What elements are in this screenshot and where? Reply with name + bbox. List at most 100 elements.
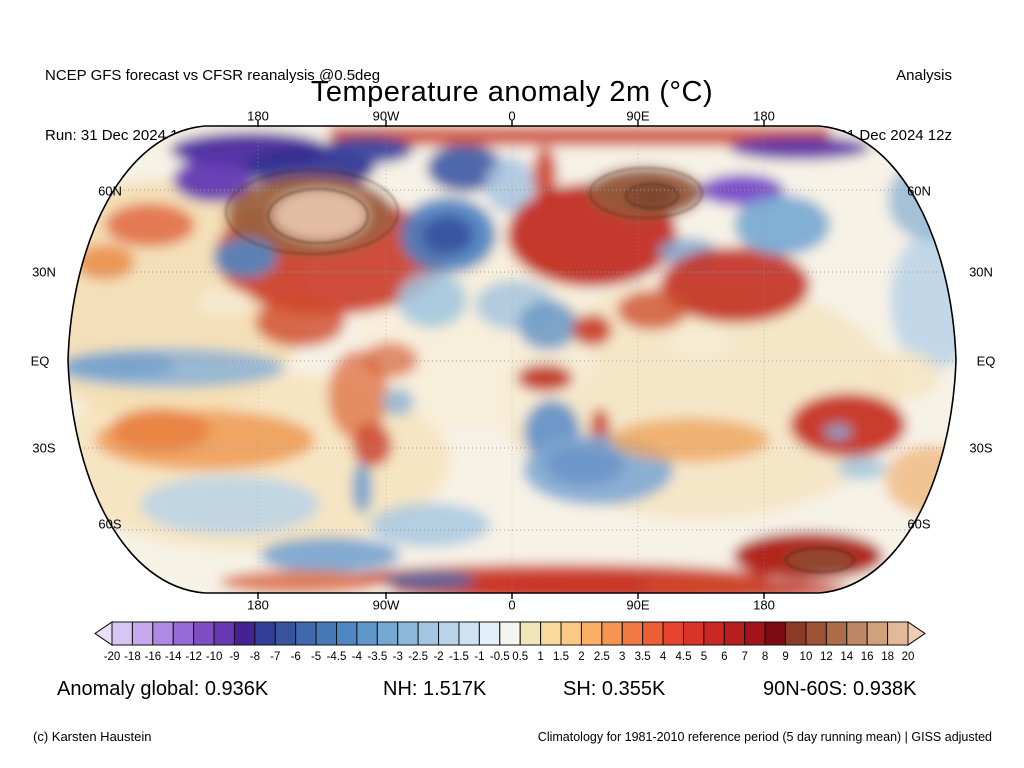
stat-global-anomaly: Anomaly global: 0.936K xyxy=(57,678,269,700)
colorbar-cell xyxy=(417,621,440,646)
colorbar-cell xyxy=(438,621,460,646)
colorbar-cell xyxy=(397,621,419,646)
stat-90n-60s-anomaly: 90N-60S: 0.938K xyxy=(763,678,917,700)
colorbar-tick-label: -4.5 xyxy=(327,651,347,663)
axis-label-right-0: 60N xyxy=(907,183,931,199)
colorbar-cell xyxy=(621,621,644,646)
colorbar-tick-label: 4 xyxy=(660,651,667,663)
colorbar-tick-label: -1 xyxy=(474,651,484,663)
colorbar-cell xyxy=(295,621,317,646)
axis-label-left-4: 60S xyxy=(98,516,122,532)
colorbar-tick-label: 6 xyxy=(721,651,727,663)
colorbar-cell xyxy=(887,621,909,646)
run-time-line: Run: 31 Dec 2024 12z xyxy=(45,127,195,144)
colorbar-tick-label: -0.5 xyxy=(490,651,510,663)
colorbar-tick-label: -10 xyxy=(206,651,223,663)
meridian-ticks xyxy=(257,120,765,599)
contour-hints xyxy=(225,167,855,573)
colorbar-tick-label: 2.5 xyxy=(594,651,610,663)
header-left: NCEP GFS forecast vs CFSR reanalysis @0.… xyxy=(45,26,380,166)
stat-sh-anomaly: SH: 0.355K xyxy=(563,678,666,700)
colorbar-cell xyxy=(478,621,501,646)
colorbar-tick-label: 7 xyxy=(742,651,748,663)
colorbar-tick-label: 3.5 xyxy=(635,651,651,663)
model-info-line: NCEP GFS forecast vs CFSR reanalysis @0.… xyxy=(45,67,381,84)
colorbar-tick-label: 1 xyxy=(537,651,543,663)
colorbar-cell xyxy=(152,621,174,646)
axis-label-top-3: 90E xyxy=(626,108,650,124)
colorbar-tick-label: 8 xyxy=(762,651,768,663)
colorbar-cell xyxy=(254,621,276,646)
axis-label-bottom-2: 0 xyxy=(508,597,516,613)
colorbar-tick-label: 9 xyxy=(782,651,788,663)
axis-label-right-4: 60S xyxy=(907,516,931,532)
colorbar-cell xyxy=(744,621,766,646)
colorbar-cell xyxy=(580,621,603,646)
colorbar-tick-label: -16 xyxy=(145,651,162,663)
colorbar-cell xyxy=(356,621,378,646)
colorbar-tick-label: 12 xyxy=(820,651,833,663)
colorbar-cell xyxy=(458,621,480,646)
colorbar: -20 -18 -16 -14 -12 -10 -9 -8 -7 -6 -5 -4.5 -4 -3.5 -3… xyxy=(94,621,926,663)
colorbar-cell xyxy=(376,621,399,646)
colorbar-tick-label: 20 xyxy=(902,651,915,663)
axis-label-right-1: 30N xyxy=(969,264,993,280)
colorbar-cell xyxy=(274,621,297,646)
colorbar-cell xyxy=(825,621,848,646)
colorbar-tick-label: 10 xyxy=(800,651,813,663)
colorbar-cell xyxy=(764,621,787,646)
axis-label-right-2: EQ xyxy=(976,353,996,369)
colorbar-cell xyxy=(846,621,868,646)
colorbar-tick-label: -12 xyxy=(185,651,202,663)
axis-label-left-2: EQ xyxy=(30,353,50,369)
colorbar-cell xyxy=(172,621,195,646)
colorbar-tick-label: -20 xyxy=(104,651,121,663)
colorbar-cell xyxy=(866,621,889,646)
colorbar-cell xyxy=(601,621,623,646)
axis-label-bottom-3: 90E xyxy=(626,597,650,613)
colorbar-cell xyxy=(193,621,215,646)
axis-label-top-0: 180 xyxy=(247,108,269,124)
colorbar-tick-label: -9 xyxy=(229,651,239,663)
colorbar-tick-label: 4.5 xyxy=(675,651,691,663)
colorbar-tick-label: -8 xyxy=(250,651,260,663)
colorbar-tick-label: 18 xyxy=(881,651,894,663)
colorbar-right-arrow xyxy=(907,621,926,646)
colorbar-cell xyxy=(233,621,256,646)
colorbar-tick-label: 1.5 xyxy=(553,651,569,663)
colorbar-cell xyxy=(805,621,827,646)
colorbar-cell xyxy=(785,621,807,646)
graticule xyxy=(68,126,956,593)
anomaly-field xyxy=(68,126,956,593)
colorbar-cell xyxy=(336,621,358,646)
colorbar-tick-label: -18 xyxy=(124,651,141,663)
colorbar-cell xyxy=(131,621,154,646)
colorbar-cell xyxy=(560,621,582,646)
colorbar-left-arrow xyxy=(94,621,113,646)
colorbar-tick-label: -2.5 xyxy=(408,651,428,663)
colorbar-tick-label: -4 xyxy=(352,651,363,663)
axis-label-top-4: 180 xyxy=(753,108,775,124)
colorbar-cell xyxy=(519,621,542,646)
colorbar-tick-label: -1.5 xyxy=(449,651,469,663)
stat-nh-anomaly: NH: 1.517K xyxy=(383,678,487,700)
colorbar-tick-label: 5 xyxy=(701,651,707,663)
axis-label-left-1: 30N xyxy=(32,264,56,280)
axis-label-top-2: 0 xyxy=(508,108,516,124)
colorbar-cell xyxy=(662,621,684,646)
page-title: Temperature anomaly 2m (°C) xyxy=(310,76,714,108)
axis-label-right-3: 30S xyxy=(969,440,993,456)
colorbar-cell xyxy=(315,621,338,646)
colorbar-tick-label: -6 xyxy=(291,651,301,663)
axis-label-bottom-0: 180 xyxy=(247,597,269,613)
anomaly-stats-row: Anomaly global: 0.936K NH: 1.517K SH: 0.… xyxy=(0,678,1024,704)
colorbar-cell xyxy=(213,621,235,646)
colorbar-tick-label: -3 xyxy=(393,651,403,663)
colorbar-tick-label: -3.5 xyxy=(367,651,387,663)
colorbar-tick-label: 2 xyxy=(578,651,584,663)
colorbar-cell xyxy=(499,621,521,646)
colorbar-cell xyxy=(540,621,562,646)
colorbar-tick-label: -7 xyxy=(270,651,280,663)
colorbar-tick-label: -14 xyxy=(165,651,182,663)
